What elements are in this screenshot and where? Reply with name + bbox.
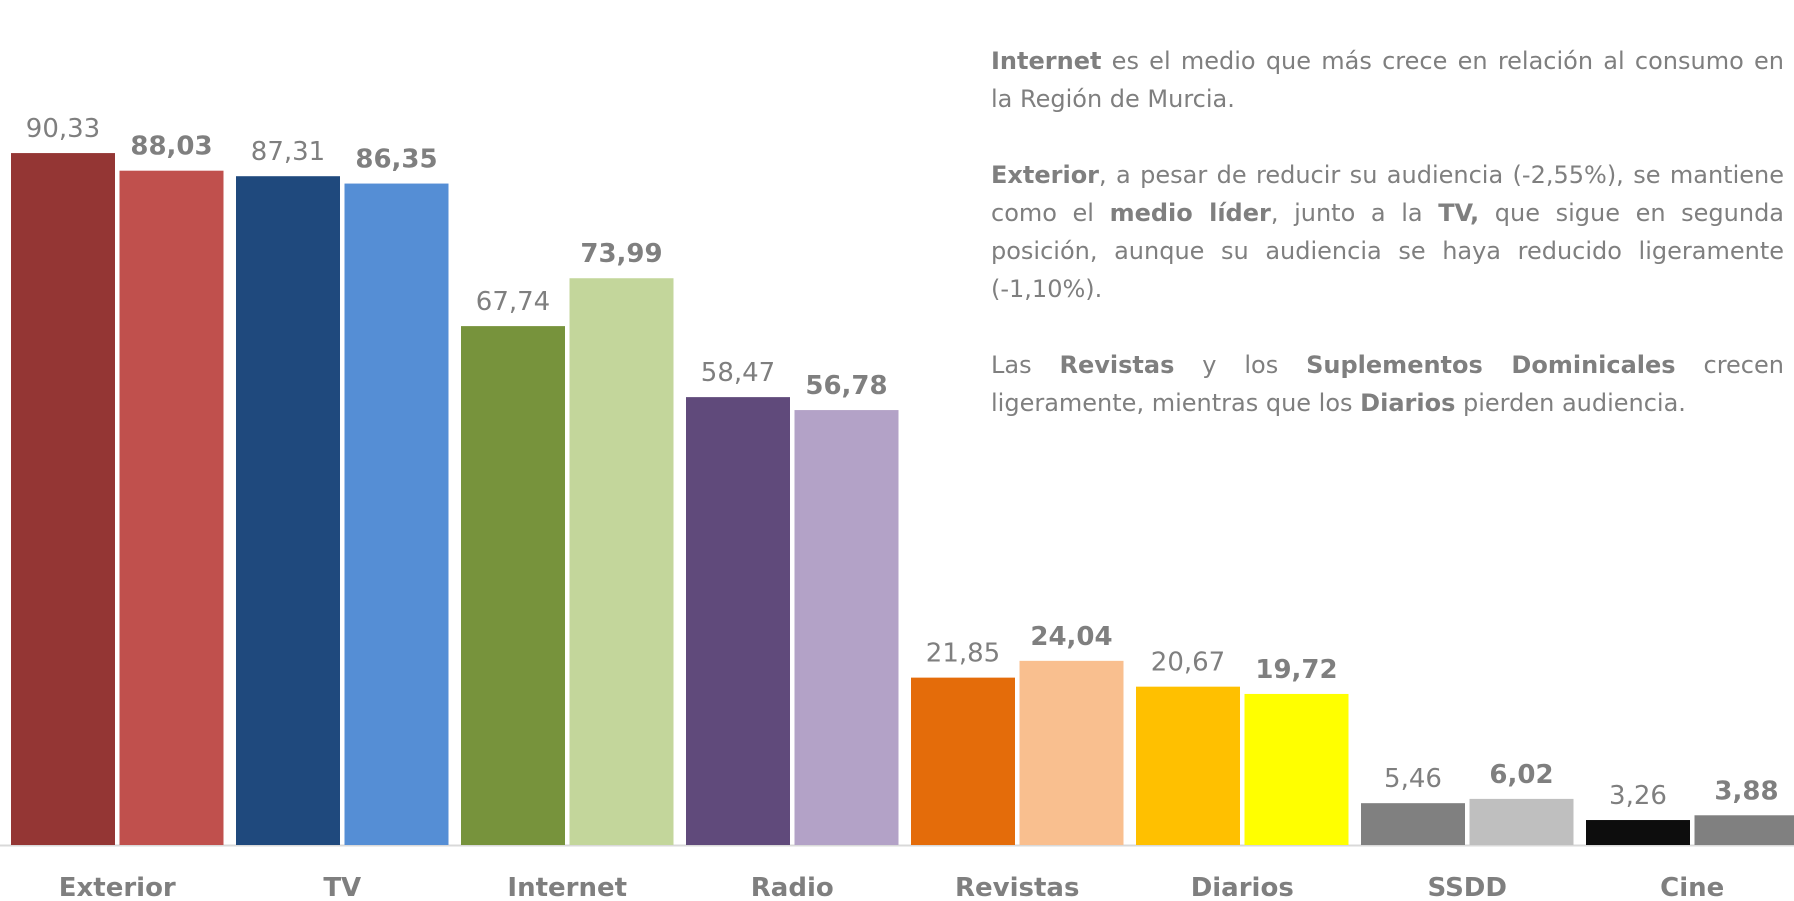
data-label: 3,88: [1714, 776, 1778, 806]
bar: [1361, 803, 1465, 845]
bar: [794, 410, 899, 845]
data-label: 88,03: [130, 132, 212, 162]
category-label: TV: [323, 873, 361, 901]
bar: [1136, 686, 1240, 845]
data-label: 73,99: [580, 239, 662, 269]
data-label: 56,78: [805, 371, 887, 401]
text: , a pesar de reducir su audiencia (-2,55…: [991, 161, 1784, 227]
category-label: Internet: [507, 873, 627, 901]
bold-text: Suplementos Dominicales: [1306, 351, 1676, 379]
data-label: 87,31: [251, 137, 325, 167]
bar: [119, 170, 224, 846]
paragraph: Exterior, a pesar de reducir su audienci…: [991, 156, 1784, 308]
bar: [1244, 693, 1349, 845]
bold-text: medio líder: [1109, 199, 1271, 227]
bold-text: Revistas: [1059, 351, 1175, 379]
bold-text: TV,: [1438, 199, 1480, 227]
commentary: Internet es el medio que más crece en re…: [991, 42, 1784, 460]
text: Las: [991, 351, 1060, 379]
bold-text: Exterior: [991, 161, 1100, 189]
bar: [461, 326, 565, 846]
bar: [1694, 815, 1794, 845]
data-label: 5,46: [1384, 764, 1442, 794]
category-label: Diarios: [1191, 873, 1294, 901]
data-label: 58,47: [701, 358, 775, 388]
bar: [236, 176, 340, 846]
text: que sigue en segunda posición, aunque su…: [991, 199, 1785, 303]
data-label: 86,35: [355, 145, 437, 175]
bold-text: Internet: [991, 47, 1102, 75]
text: crecen ligeramente, mientras que los: [991, 351, 1784, 417]
data-label: 20,67: [1151, 648, 1225, 678]
text: , junto a la: [1270, 199, 1439, 227]
data-label: 3,26: [1609, 781, 1667, 811]
category-label: Exterior: [59, 873, 176, 901]
data-label: 67,74: [476, 287, 550, 317]
text: y los: [1174, 351, 1307, 379]
bold-text: Diarios: [1360, 389, 1456, 417]
paragraph: Internet es el medio que más crece en re…: [991, 42, 1784, 118]
category-label: Revistas: [955, 873, 1079, 901]
data-label: 24,04: [1030, 622, 1112, 652]
paragraph: Las Revistas y los Suplementos Dominical…: [991, 346, 1784, 422]
bar: [344, 183, 449, 845]
data-label: 90,33: [26, 114, 100, 144]
bar: [1019, 660, 1124, 845]
data-label: 19,72: [1255, 655, 1337, 685]
bar: [569, 278, 674, 846]
data-label: 21,85: [926, 639, 1000, 669]
bar: [911, 677, 1015, 845]
bar: [686, 397, 790, 845]
category-label: Cine: [1660, 873, 1724, 901]
text: pierden audiencia.: [1455, 389, 1686, 417]
bar: [1469, 798, 1574, 845]
data-label: 6,02: [1489, 760, 1553, 790]
bar: [1586, 820, 1690, 845]
bar: [11, 153, 115, 845]
text: es el medio que más crece en relación al…: [991, 47, 1784, 113]
category-label: Radio: [751, 873, 834, 901]
category-label: SSDD: [1428, 873, 1507, 901]
